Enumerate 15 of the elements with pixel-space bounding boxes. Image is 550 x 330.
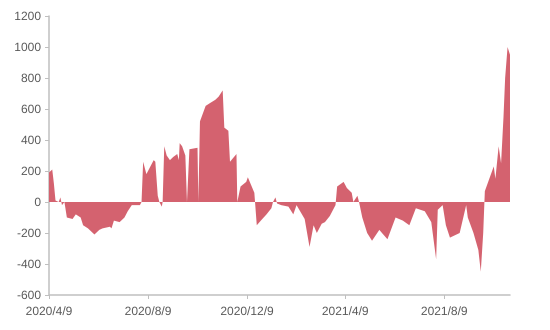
x-tick-label: 2021/8/9	[420, 304, 468, 318]
x-tick-label: 2020/4/9	[26, 304, 73, 318]
y-tick-label: 1200	[14, 9, 42, 23]
y-tick-label: -600	[16, 288, 42, 302]
y-tick-label: -200	[16, 226, 42, 240]
y-tick-label: -400	[16, 257, 42, 271]
x-tick-label: 2020/8/9	[124, 304, 172, 318]
y-tick-label: 0	[34, 195, 42, 209]
y-tick-label: 1000	[14, 40, 42, 54]
y-tick-label: 200	[20, 164, 42, 178]
x-tick-label: 2020/12/9	[220, 304, 274, 318]
y-tick-label: 400	[20, 133, 42, 147]
y-tick-label: 600	[20, 102, 42, 116]
x-tick-label: 2021/4/9	[322, 304, 369, 318]
y-tick-label: 800	[20, 71, 42, 85]
